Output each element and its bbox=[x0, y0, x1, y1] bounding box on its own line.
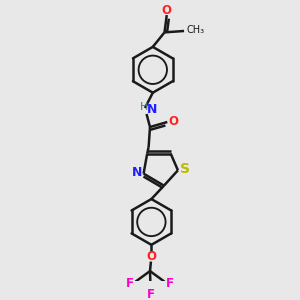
Text: O: O bbox=[169, 115, 178, 128]
Text: F: F bbox=[166, 277, 174, 290]
Text: F: F bbox=[147, 288, 155, 300]
Text: O: O bbox=[146, 250, 156, 263]
Text: CH₃: CH₃ bbox=[187, 25, 205, 34]
Text: H: H bbox=[140, 102, 148, 112]
Text: N: N bbox=[147, 103, 158, 116]
Text: O: O bbox=[162, 4, 172, 16]
Text: F: F bbox=[126, 277, 134, 290]
Text: N: N bbox=[132, 166, 142, 179]
Text: S: S bbox=[180, 162, 190, 176]
